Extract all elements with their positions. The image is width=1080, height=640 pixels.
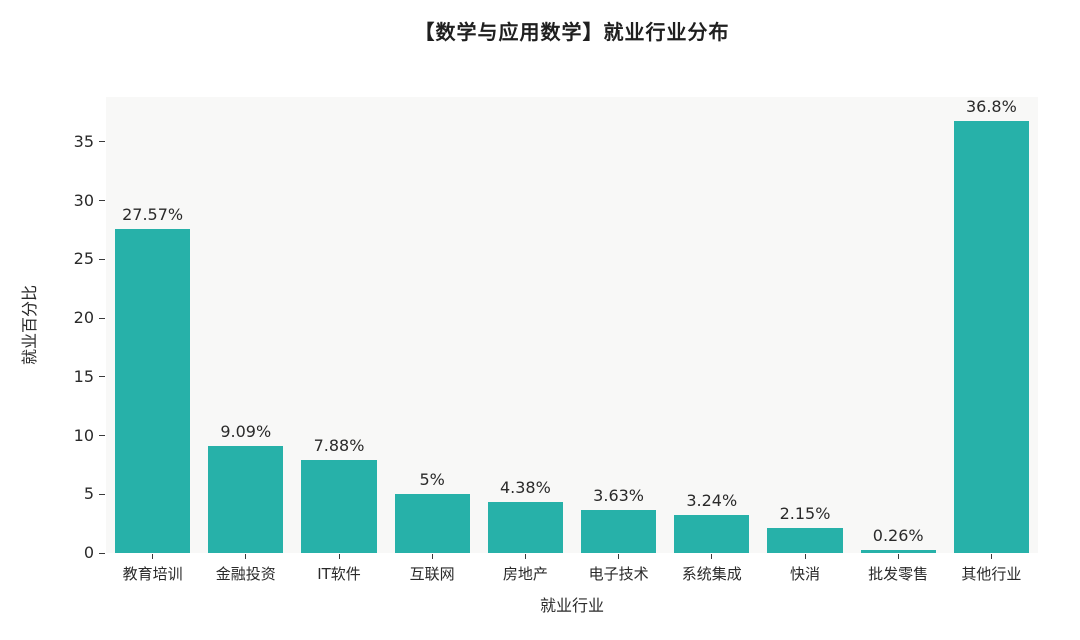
plot-area: 27.57% 9.09% 7.88% 5% 4.38% 3.63% 3.24% 2.15% 0.… xyxy=(106,97,1038,553)
bar-电子技术 xyxy=(581,510,657,553)
bar-金融投资 xyxy=(208,446,284,553)
x-axis-title: 就业行业 xyxy=(539,596,604,615)
x-tick-label: 房地产 xyxy=(502,565,548,583)
bar-value-label: 0.26% xyxy=(872,525,924,545)
x-tick-mark xyxy=(152,554,154,559)
y-tick-label: 15 xyxy=(73,366,94,386)
x-tick-mark xyxy=(431,554,433,559)
x-tick-mark xyxy=(990,554,992,559)
y-tick-label: 10 xyxy=(73,425,94,445)
bar-系统集成 xyxy=(674,514,750,553)
x-tick-mark xyxy=(524,554,526,559)
x-tick-label: 金融投资 xyxy=(215,565,276,583)
bar-其他行业 xyxy=(953,120,1029,553)
x-tick-label: 互联网 xyxy=(409,565,455,583)
x-tick-label: 快消 xyxy=(789,565,820,583)
bar-value-label: 2.15% xyxy=(779,503,831,523)
y-tick-mark xyxy=(99,376,105,378)
bar-IT软件 xyxy=(301,460,377,553)
y-tick-label: 35 xyxy=(73,131,94,151)
x-tick-mark xyxy=(711,554,713,559)
x-tick-label: 系统集成 xyxy=(681,565,742,583)
y-tick-mark xyxy=(99,493,105,495)
x-tick-mark xyxy=(897,554,899,559)
bar-value-label: 4.38% xyxy=(499,477,551,497)
bar-value-label: 7.88% xyxy=(313,436,365,456)
x-tick-label: IT软件 xyxy=(317,565,361,583)
bar-value-label: 36.8% xyxy=(965,96,1017,116)
y-tick-label: 20 xyxy=(73,308,94,328)
y-tick-mark xyxy=(99,552,105,554)
y-tick-label: 25 xyxy=(73,249,94,269)
bar-value-label: 5% xyxy=(419,470,445,490)
chart-title: 【数学与应用数学】就业行业分布 xyxy=(414,20,730,44)
bar-房地产 xyxy=(487,501,563,553)
bar-value-label: 3.24% xyxy=(686,490,738,510)
x-tick-mark xyxy=(338,554,340,559)
x-tick-label: 批发零售 xyxy=(868,565,929,583)
y-tick-mark xyxy=(99,141,105,143)
x-tick-mark xyxy=(618,554,620,559)
y-tick-mark xyxy=(99,200,105,202)
y-tick-label: 30 xyxy=(73,190,94,210)
y-axis-title: 就业百分比 xyxy=(20,285,39,366)
bar-value-label: 27.57% xyxy=(122,205,184,225)
y-tick-mark xyxy=(99,317,105,319)
bar-教育培训 xyxy=(115,229,191,553)
y-tick-mark xyxy=(99,435,105,437)
y-tick-mark xyxy=(99,258,105,260)
x-tick-label: 教育培训 xyxy=(122,565,183,583)
bar-value-label: 9.09% xyxy=(220,422,272,442)
bar-互联网 xyxy=(394,494,470,553)
x-tick-label: 其他行业 xyxy=(961,565,1022,583)
bar-批发零售 xyxy=(860,549,936,553)
x-tick-label: 电子技术 xyxy=(588,565,649,583)
bar-快消 xyxy=(767,527,843,553)
x-tick-mark xyxy=(245,554,247,559)
x-tick-mark xyxy=(804,554,806,559)
y-tick-label: 5 xyxy=(83,484,94,504)
y-tick-label: 0 xyxy=(83,543,94,562)
bar-value-label: 3.63% xyxy=(593,486,644,506)
